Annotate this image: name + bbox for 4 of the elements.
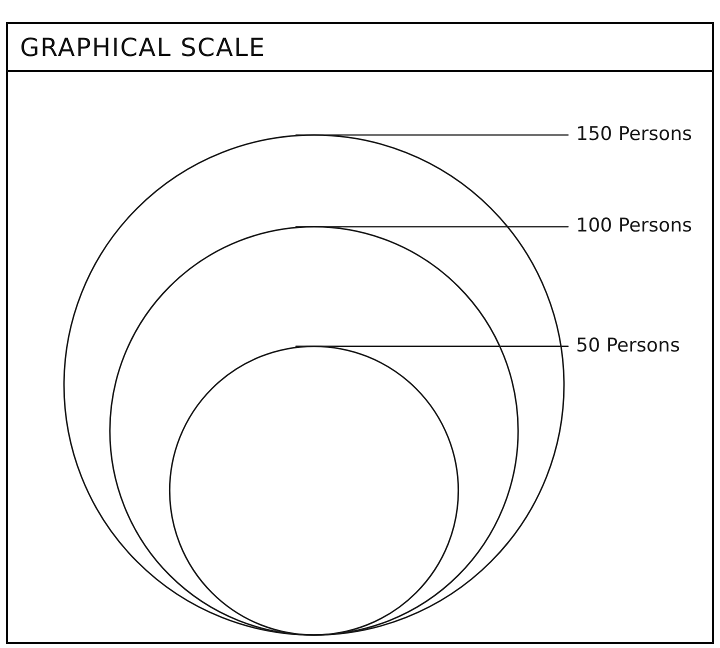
data-label: 100 Persons (576, 214, 692, 237)
data-label: 150 Persons (576, 122, 692, 145)
data-label: 50 Persons (576, 334, 680, 356)
text: GRAPHICAL SCALE (20, 32, 266, 62)
